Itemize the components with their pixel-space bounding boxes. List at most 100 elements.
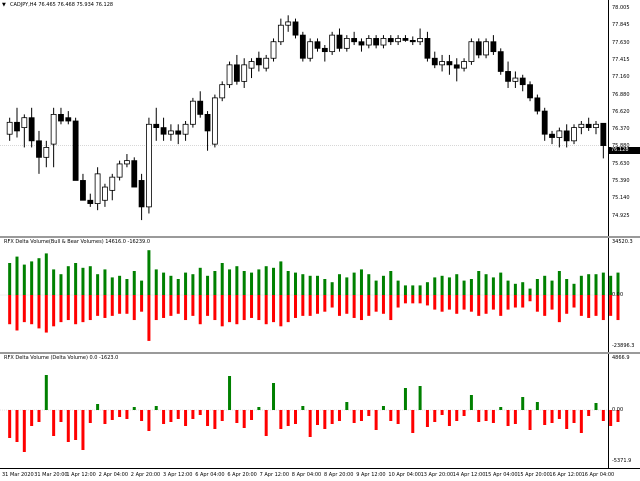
bear-volume-bar [235,295,239,325]
bear-volume-bar [147,295,151,341]
candle-body [153,123,160,129]
bear-volume-bar [66,295,70,321]
bull-volume-bar [103,269,107,295]
candle-body [182,123,189,135]
bear-volume-bar [425,295,429,306]
candle-body [241,64,248,82]
candle-body [329,34,336,53]
delta-volume-bar [176,410,180,419]
bull-volume-bar [411,285,415,295]
delta-volume-bar [477,410,481,422]
delta-volume-bar [220,410,224,421]
bull-volume-bar [198,267,202,295]
bull-bear-volume-histogram[interactable] [0,238,640,353]
delta-volume-bar [374,410,378,430]
bull-volume-bar [81,267,85,295]
pane-separator-1[interactable] [0,236,640,238]
candle [321,45,328,62]
bear-volume-bar [616,295,620,321]
price-scale-label: 77.845 [612,22,630,29]
candle [14,107,20,138]
candle-body [226,64,233,86]
bull-volume-bar [381,275,385,295]
bear-volume-bar [403,295,407,304]
candle [197,91,204,118]
bear-volume-bar [30,295,34,325]
candle [343,35,350,52]
time-label: 7 Apr 12:00 [259,472,290,478]
delta-volume-bar [22,410,26,452]
candle [380,35,387,49]
bear-volume-bar [154,295,158,321]
bull-volume-bar [294,272,298,295]
delta-volume-bar [521,397,525,410]
candle [512,71,519,88]
candle [43,140,50,168]
bull-volume-bar [477,271,481,295]
delta-volume-histogram[interactable] [0,354,640,468]
bull-volume-bar [367,274,371,295]
delta-volume-bar [15,410,19,442]
bear-volume-bar [521,295,525,308]
candle [189,97,196,128]
pane-separator-2[interactable] [0,352,640,354]
bull-volume-bar [389,271,393,295]
delta-volume-bar [616,410,620,422]
candle [6,117,13,141]
candlestick-chart[interactable] [0,0,640,236]
delta-volume-pane[interactable]: RFX Delta Volume (Delta Volume) 0.0 -162… [0,354,640,468]
bear-volume-bar [279,295,283,327]
bear-volume-bar [557,295,561,323]
bear-volume-bar [469,295,473,312]
bull-volume-bar [396,280,400,295]
candle [549,130,555,145]
time-label: 8 Apr 20:00 [324,472,354,478]
candle-body [409,40,416,43]
candle [358,38,365,52]
time-axis[interactable] [0,468,640,481]
bear-volume-bar [462,295,466,310]
delta-volume-bar [279,410,283,429]
price-axis-line [608,0,609,236]
bear-volume-bar [191,295,195,316]
bear-volume-bar [513,295,517,308]
bear-volume-bar [484,295,488,314]
candle [219,81,226,102]
bull-volume-bar [110,277,114,295]
bull-volume-bar [66,266,70,295]
candle [497,48,504,75]
delta-volume-bar [308,410,312,437]
bear-volume-bar [250,295,254,318]
bull-volume-bar [601,272,605,295]
ind1-scale-top: 34520.3 [612,239,633,245]
delta-volume-bar [118,410,122,417]
bull-volume-bar [191,274,195,295]
price-scale-label: 74.925 [612,212,630,219]
delta-volume-bar [242,410,246,428]
candle-body [343,38,350,49]
candle [453,58,460,82]
candle-body [87,199,94,204]
price-scale-label: 75.140 [612,195,630,202]
bull-bear-volume-pane[interactable]: RFX Delta Volume(Bull & Bear Volumes) 14… [0,238,640,353]
bear-volume-bar [8,295,12,325]
candle-body [138,180,145,208]
price-chart-pane[interactable]: ▼ CADJPY,H4 76.465 76.468 75.934 76.128 … [0,0,640,236]
candle-body [102,186,108,201]
candle [138,173,145,221]
candle [395,35,402,46]
delta-volume-bar [433,410,437,422]
time-label: 31 Mar 2020 [2,472,34,478]
ind2-scale-bottom: -5371.9 [612,458,632,464]
candle [226,61,233,88]
candle [21,114,28,148]
dropdown-arrow-icon[interactable]: ▼ [2,2,6,8]
candle-body [387,38,394,43]
delta-volume-bar [184,410,188,426]
time-label: 2 Apr 04:00 [98,472,129,478]
candle [329,31,336,55]
bear-volume-bar [88,295,92,321]
candle-body [58,113,64,122]
indicator1-title: RFX Delta Volume(Bull & Bear Volumes) 14… [4,239,150,245]
price-scale-label: 75.390 [612,178,630,184]
